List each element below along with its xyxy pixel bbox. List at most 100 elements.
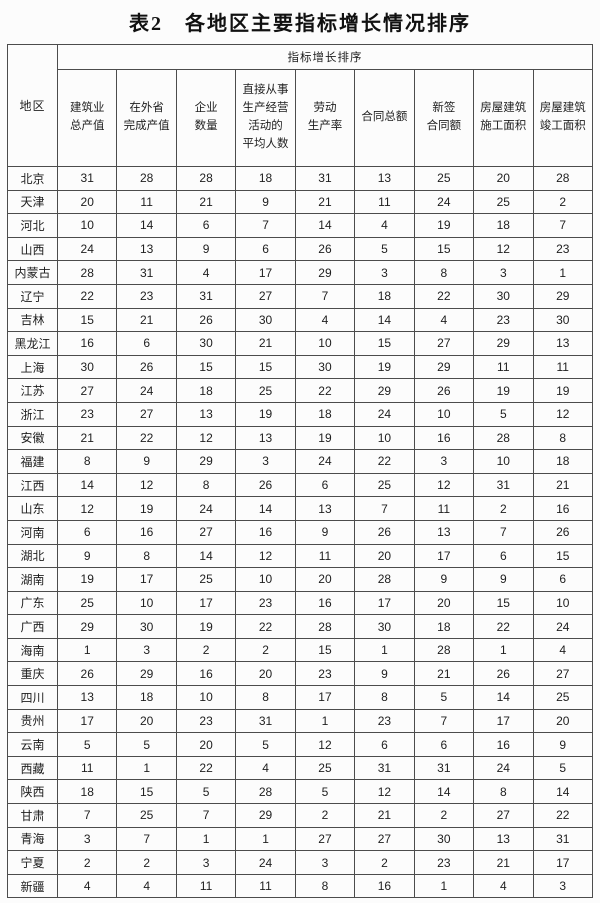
value-cell: 15 xyxy=(473,590,534,616)
table-row: 湖北 9 8 14 12 11 20 17 6 15 xyxy=(7,543,593,569)
value-cell: 21 xyxy=(56,425,118,451)
column-header-cell: 劳动 生产率 xyxy=(294,69,356,167)
value-cell: 7 xyxy=(175,803,237,828)
region-cell: 河北 xyxy=(7,213,58,238)
value-cell: 2 xyxy=(532,189,593,215)
value-cell: 9 xyxy=(532,732,593,757)
value-cell: 20 xyxy=(56,189,118,215)
value-cell: 12 xyxy=(294,732,356,757)
table-row: 安徽 21 22 12 13 19 10 16 28 8 xyxy=(7,425,593,451)
value-cell: 29 xyxy=(175,449,237,474)
value-cell: 3 xyxy=(56,826,118,852)
value-cell: 17 xyxy=(116,567,177,592)
value-cell: 8 xyxy=(354,685,415,710)
region-cell: 陕西 xyxy=(7,779,58,805)
value-cell: 29 xyxy=(294,260,356,285)
value-cell: 19 xyxy=(354,354,415,380)
value-cell: 28 xyxy=(235,779,296,805)
value-cell: 15 xyxy=(294,637,356,663)
value-cell: 1 xyxy=(294,708,356,734)
region-cell: 河南 xyxy=(7,519,58,545)
value-cell: 10 xyxy=(235,567,296,592)
value-cell: 1 xyxy=(175,826,237,852)
value-cell: 4 xyxy=(294,307,356,333)
region-cell: 上海 xyxy=(7,354,58,380)
value-cell: 21 xyxy=(354,803,415,828)
table-row: 河北 10 14 6 7 14 4 19 18 7 xyxy=(7,213,593,238)
value-cell: 13 xyxy=(175,401,237,427)
value-cell: 3 xyxy=(354,260,415,285)
value-cell: 6 xyxy=(354,732,415,757)
value-cell: 5 xyxy=(532,755,593,781)
value-cell: 15 xyxy=(175,354,237,380)
table-row: 北京 31 28 28 18 31 13 25 20 28 xyxy=(7,166,593,191)
table-row: 西藏 11 1 22 4 25 31 31 24 5 xyxy=(7,755,593,781)
value-cell: 5 xyxy=(56,732,118,757)
region-cell: 内蒙古 xyxy=(7,260,58,285)
region-cell: 湖南 xyxy=(7,567,58,592)
region-cell: 浙江 xyxy=(7,401,58,427)
value-cell: 30 xyxy=(413,826,475,852)
region-cell: 安徽 xyxy=(7,425,58,451)
table-row: 陕西 18 15 5 28 5 12 14 8 14 xyxy=(7,779,593,805)
value-cell: 20 xyxy=(473,166,534,191)
value-cell: 10 xyxy=(56,213,118,238)
value-cell: 14 xyxy=(354,307,415,333)
value-cell: 13 xyxy=(354,166,415,191)
value-cell: 5 xyxy=(175,779,237,805)
value-cell: 12 xyxy=(175,425,237,451)
value-cell: 12 xyxy=(532,401,593,427)
value-cell: 25 xyxy=(413,166,475,191)
value-cell: 27 xyxy=(532,661,593,687)
value-cell: 15 xyxy=(235,354,296,380)
value-cell: 3 xyxy=(413,449,475,474)
value-cell: 23 xyxy=(532,236,593,262)
region-header-cell: 地区 xyxy=(7,44,58,167)
value-cell: 25 xyxy=(294,755,356,781)
value-cell: 4 xyxy=(175,260,237,285)
value-cell: 28 xyxy=(56,260,118,285)
value-cell: 15 xyxy=(56,307,118,333)
value-cell: 21 xyxy=(532,472,593,498)
value-cell: 9 xyxy=(354,661,415,687)
value-cell: 2 xyxy=(354,850,415,875)
value-cell: 26 xyxy=(116,354,177,380)
value-cell: 30 xyxy=(175,331,237,356)
value-cell: 7 xyxy=(294,283,356,309)
value-cell: 3 xyxy=(473,260,534,285)
value-cell: 1 xyxy=(473,637,534,663)
value-cell: 25 xyxy=(116,803,177,828)
value-cell: 26 xyxy=(294,236,356,262)
value-cell: 13 xyxy=(473,826,534,852)
value-cell: 22 xyxy=(413,283,475,309)
value-cell: 11 xyxy=(294,543,356,569)
column-header-row: 建筑业 总产值 在外省 完成产值 企业 数量 直接从事 生产经营 活动的 平均人数 劳动… xyxy=(8,69,593,167)
value-cell: 3 xyxy=(532,873,593,899)
value-cell: 8 xyxy=(175,472,237,498)
value-cell: 18 xyxy=(56,779,118,805)
region-cell: 甘肃 xyxy=(7,803,58,828)
value-cell: 19 xyxy=(532,378,593,403)
value-cell: 5 xyxy=(473,401,534,427)
value-cell: 4 xyxy=(235,755,296,781)
region-cell: 海南 xyxy=(7,637,58,663)
value-cell: 31 xyxy=(354,755,415,781)
value-cell: 29 xyxy=(413,354,475,380)
region-cell: 辽宁 xyxy=(7,283,58,309)
value-cell: 24 xyxy=(294,449,356,474)
value-cell: 3 xyxy=(116,637,177,663)
table-row: 四川 13 18 10 8 17 8 5 14 25 xyxy=(7,685,593,710)
table-row: 辽宁 22 23 31 27 7 18 22 30 29 xyxy=(7,283,593,309)
region-cell: 黑龙江 xyxy=(7,331,58,356)
value-cell: 6 xyxy=(175,213,237,238)
value-cell: 27 xyxy=(354,826,415,852)
value-cell: 22 xyxy=(354,449,415,474)
value-cell: 9 xyxy=(175,236,237,262)
value-cell: 30 xyxy=(235,307,296,333)
value-cell: 31 xyxy=(294,166,356,191)
value-cell: 11 xyxy=(473,354,534,380)
table-row: 贵州 17 20 23 31 1 23 7 17 20 xyxy=(7,708,593,734)
value-cell: 10 xyxy=(354,425,415,451)
value-cell: 18 xyxy=(175,378,237,403)
value-cell: 7 xyxy=(116,826,177,852)
